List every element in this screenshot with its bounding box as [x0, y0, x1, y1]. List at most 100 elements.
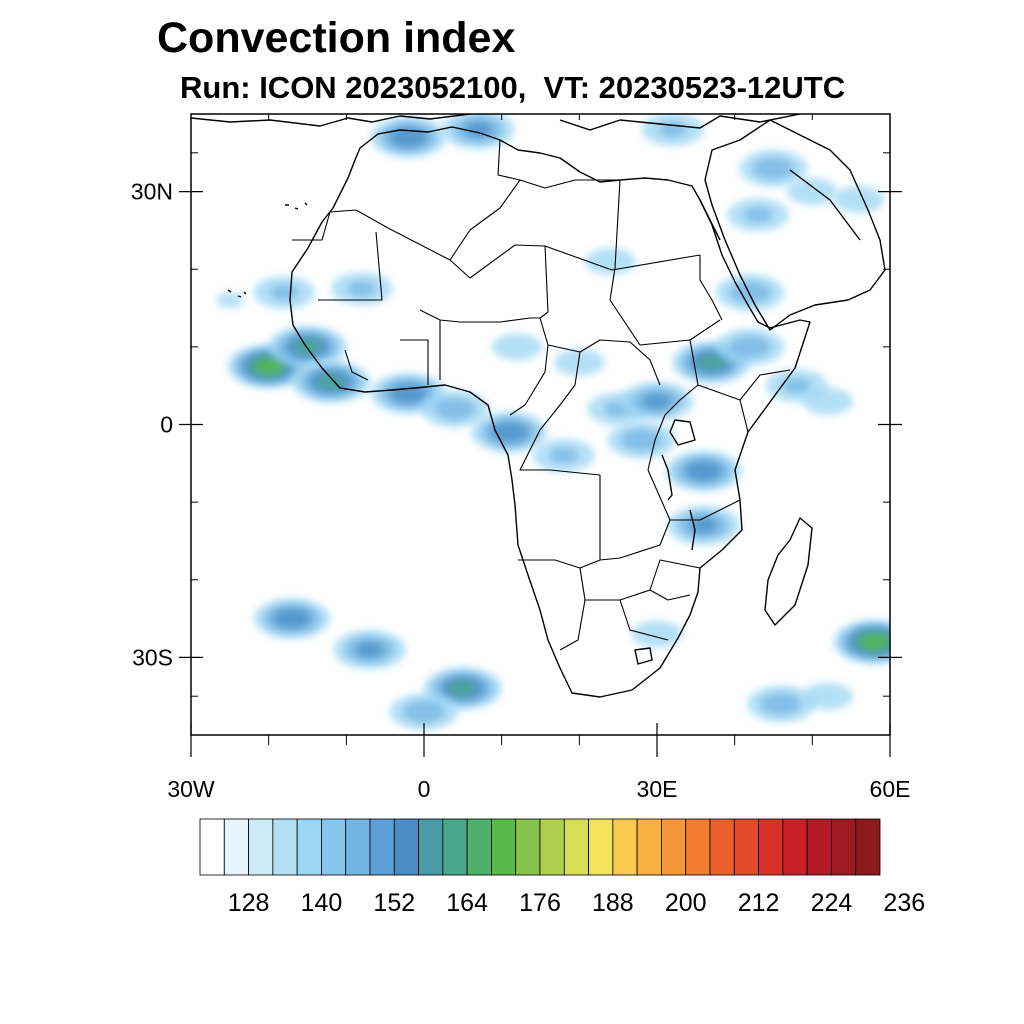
lon-label: 30W [167, 776, 215, 802]
convection-cell [434, 397, 476, 421]
convection-cell [293, 339, 322, 355]
page-title: Convection index [157, 14, 516, 62]
colorbar-swatch [563, 818, 589, 876]
convection-cell [273, 608, 311, 629]
colorbar-swatch [296, 818, 322, 876]
convection-cell [802, 682, 854, 710]
colorbar-swatch [612, 818, 638, 876]
lat-label: 30N [131, 179, 173, 205]
colorbar-swatch [223, 818, 249, 876]
convection-cell [643, 393, 671, 409]
lon-label: 30E [637, 776, 678, 802]
convection-cell [403, 700, 445, 723]
convection-cell [860, 634, 889, 650]
cape-verde [227, 289, 247, 298]
convection-cell [389, 127, 428, 148]
convection-cell [729, 281, 771, 304]
colorbar-label: 140 [301, 889, 343, 917]
convection-cell [270, 285, 299, 301]
convection-cell [802, 387, 854, 415]
canary-islands [285, 202, 308, 210]
convection-cell [752, 157, 795, 180]
convection-cell [833, 185, 885, 213]
colorbar-label: 164 [446, 889, 488, 917]
arabian-peninsula [704, 119, 886, 331]
colorbar-swatch [636, 818, 662, 876]
convection-cell [490, 422, 529, 443]
colorbar-swatch [466, 818, 492, 876]
convection-cell [585, 247, 636, 275]
convection-cell [787, 178, 838, 206]
colorbar-swatch [782, 818, 808, 876]
lake-malawi [689, 509, 696, 551]
colorbar-label: 188 [592, 889, 634, 917]
colorbar-label: 236 [883, 889, 925, 917]
colorbar-swatch [588, 818, 614, 876]
convection-cell [254, 358, 283, 374]
colorbar-swatch [418, 818, 444, 876]
convection-cell [549, 448, 578, 464]
convection-cell [631, 620, 683, 648]
convection-cell [492, 333, 543, 361]
coastline-borders [191, 114, 886, 698]
colorbar-swatch [491, 818, 517, 876]
convection-cell [355, 642, 384, 658]
colorbar: 128 140 152 164 176 188 200 212 224 236 [199, 818, 925, 917]
convection-cell [554, 348, 605, 376]
convection-cell [448, 680, 477, 696]
colorbar-swatch [733, 818, 759, 876]
colorbar-label: 212 [738, 889, 780, 917]
colorbar-swatch [758, 818, 784, 876]
colorbar-swatch [248, 818, 274, 876]
lesotho [634, 647, 653, 665]
colorbar-swatch [272, 818, 298, 876]
convection-cell [620, 428, 663, 452]
convection-cell [760, 692, 802, 716]
madagascar [764, 517, 813, 626]
colorbar-swatch [709, 818, 735, 876]
colorbar-label: 200 [665, 889, 707, 917]
country-borders [292, 139, 791, 651]
convection-cell [729, 335, 771, 358]
lake-victoria [669, 419, 696, 446]
convection-cell [316, 374, 345, 390]
convection-shading [215, 114, 890, 731]
map-axes: 30N 0 30S 30W 0 30E 60E [131, 114, 911, 802]
colorbar-swatch [831, 818, 857, 876]
colorbar-swatch [369, 818, 395, 876]
convection-cell [215, 292, 244, 308]
convection-cell [782, 378, 811, 394]
colorbar-label: 128 [228, 889, 270, 917]
red-sea-gulf [699, 169, 861, 241]
colorbar-swatch [539, 818, 565, 876]
lake-tanganyika [661, 454, 673, 501]
colorbar-swatch [661, 818, 687, 876]
convection-cell [389, 383, 428, 404]
colorbar-label: 224 [811, 889, 853, 917]
lat-label: 0 [160, 412, 173, 438]
lon-label: 0 [418, 776, 431, 802]
africa-coastline [289, 126, 811, 698]
convection-cell [697, 354, 726, 370]
colorbar-swatch [806, 818, 832, 876]
convection-cell [347, 281, 376, 297]
colorbar-swatch [393, 818, 419, 876]
colorbar-label: 152 [373, 889, 415, 917]
colorbar-swatch [199, 818, 225, 876]
lat-label: 30S [132, 644, 173, 670]
colorbar-swatch [515, 818, 541, 876]
convection-cell [684, 461, 723, 482]
mediterranean-north-coast [191, 114, 801, 131]
page-subtitle: Run: ICON 2023052100, VT: 20230523-12UTC [180, 70, 846, 105]
convection-cell [743, 207, 772, 223]
colorbar-swatch [855, 818, 881, 876]
colorbar-swatch [442, 818, 468, 876]
convection-cell [689, 517, 718, 533]
colorbar-swatch [345, 818, 371, 876]
lon-label: 60E [870, 776, 911, 802]
colorbar-swatch [685, 818, 711, 876]
colorbar-swatch [321, 818, 347, 876]
convection-cell [464, 122, 493, 138]
colorbar-label: 176 [519, 889, 561, 917]
